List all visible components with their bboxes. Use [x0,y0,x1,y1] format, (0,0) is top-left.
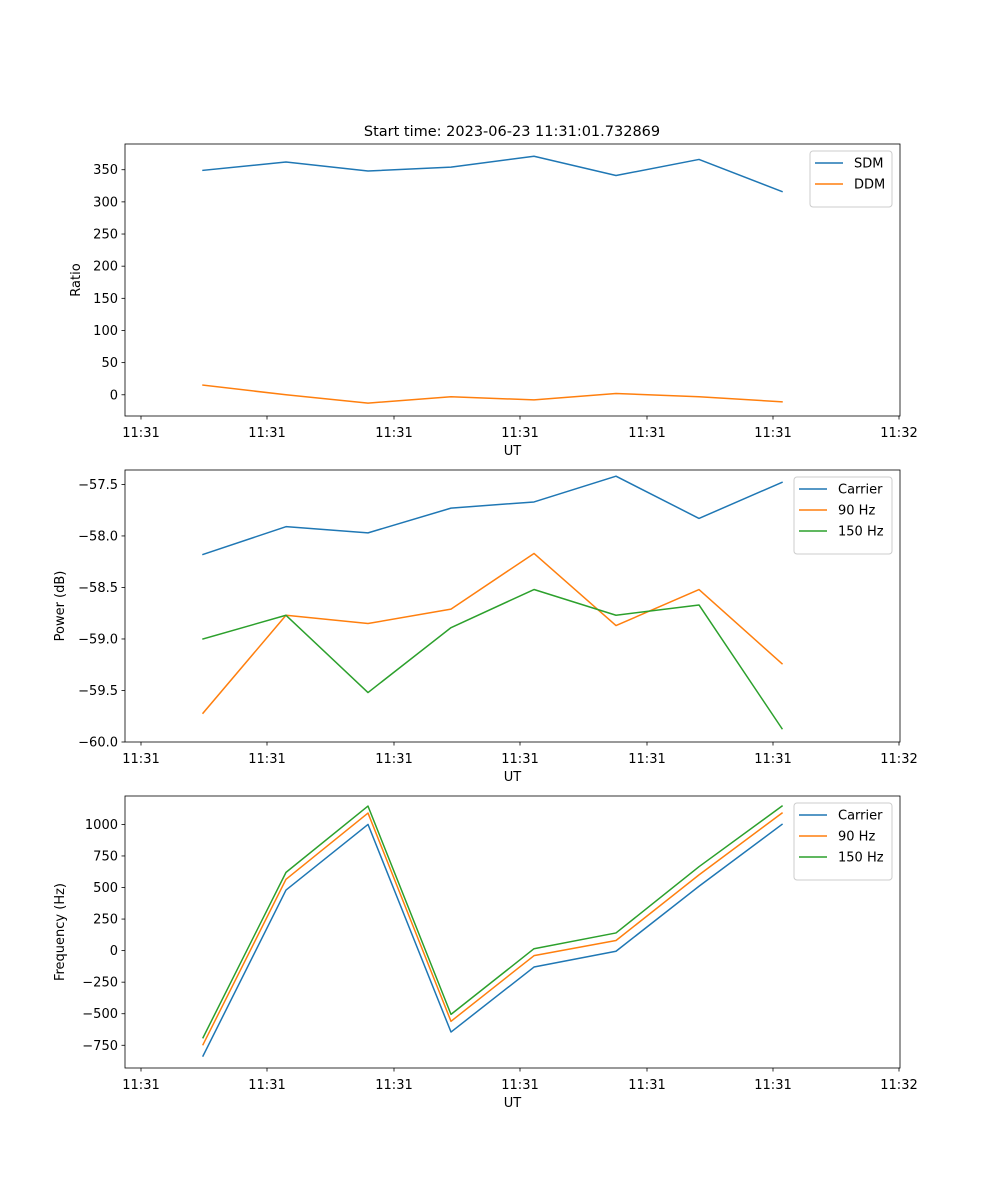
x-tick-label: 11:31 [248,426,285,441]
series-line-150-hz [202,588,784,730]
y-tick-label: 350 [93,163,118,178]
legend-box [809,150,893,208]
x-tick-label: 11:31 [754,752,791,767]
legend-label: 90 Hz [838,830,875,845]
legend-box [793,476,893,555]
y-tick-label: −58.5 [78,581,118,596]
x-axis-label: UT [504,770,522,785]
y-tick-label: −58.0 [78,529,118,544]
y-tick-label: 150 [93,292,118,307]
y-tick-label: −250 [82,976,118,991]
x-tick-label: 11:31 [375,426,412,441]
x-tick-label: 11:31 [248,752,285,767]
x-tick-label: 11:31 [754,1078,791,1093]
legend-label: 90 Hz [838,504,875,519]
y-tick-label: 100 [93,324,118,339]
chart-panel-3: −750 −500 −250 0 250 500 750 1000 11:31 11:31 11:3… [53,795,918,1111]
figure-title: Start time: 2023-06-23 11:31:01.732869 [364,124,660,140]
y-axis-label: Power (dB) [53,571,68,642]
legend: Carrier 90 Hz 150 Hz [793,476,893,555]
series-line-carrier [201,823,784,1058]
series-line-90-hz [201,552,784,715]
axes-frame [124,469,901,743]
y-tick-label: −59.0 [78,632,118,647]
series-line-150-hz [201,805,784,1039]
y-tick-label: 750 [93,849,118,864]
legend-label: Carrier [838,483,883,498]
legend-box [793,802,893,881]
y-tick-label: 250 [93,228,118,243]
y-tick-label: 0 [110,944,118,959]
y-tick-label: 200 [93,260,118,275]
y-tick-label: −60.0 [78,736,118,751]
x-tick-label: 11:31 [628,426,665,441]
legend-label: Carrier [838,809,883,824]
y-tick-label: 0 [110,388,118,403]
y-tick-label: 300 [93,195,118,210]
x-tick-label: 11:31 [501,752,538,767]
legend-label: 150 Hz [838,525,884,540]
series-line-sdm [202,155,783,193]
x-tick-label: 11:32 [880,426,917,441]
axes-frame [124,795,901,1069]
y-tick-label: 50 [101,356,118,371]
legend-label: SDM [854,157,883,172]
y-tick-label: 500 [93,881,118,896]
x-axis-label: UT [504,444,522,459]
axes-frame [124,143,901,417]
x-tick-label: 11:31 [501,1078,538,1093]
y-tick-label: −57.5 [78,478,118,493]
x-axis-label: UT [504,1096,522,1111]
legend: SDM DDM [809,150,893,208]
x-tick-label: 11:31 [248,1078,285,1093]
series-line-ddm [202,384,783,404]
y-tick-label: −750 [82,1039,118,1054]
x-tick-label: 11:31 [122,752,159,767]
y-axis-label: Ratio [69,263,84,296]
legend: Carrier 90 Hz 150 Hz [793,802,893,881]
legend-label: 150 Hz [838,851,884,866]
legend-label: DDM [854,178,885,193]
chart-panel-2: −60.0 −59.5 −59.0 −58.5 −58.0 −57.5 11:31 11:31… [53,469,918,785]
y-tick-label: 250 [93,913,118,928]
series-line-90-hz [201,811,784,1046]
x-tick-label: 11:31 [122,1078,159,1093]
x-tick-label: 11:31 [628,1078,665,1093]
y-axis-label: Frequency (Hz) [53,883,68,981]
x-tick-label: 11:32 [880,752,917,767]
chart-panel-1: 0 50 100 150 200 250 300 350 11:31 11:31 11:31 11:3… [69,143,918,459]
x-tick-label: 11:31 [375,752,412,767]
y-tick-label: −59.5 [78,684,118,699]
y-tick-label: −500 [82,1007,118,1022]
series-line-carrier [202,475,783,556]
x-tick-label: 11:32 [880,1078,917,1093]
y-tick-label: 1000 [85,818,118,833]
x-tick-label: 11:31 [501,426,538,441]
x-tick-label: 11:31 [375,1078,412,1093]
x-tick-label: 11:31 [122,426,159,441]
x-tick-label: 11:31 [628,752,665,767]
x-tick-label: 11:31 [754,426,791,441]
